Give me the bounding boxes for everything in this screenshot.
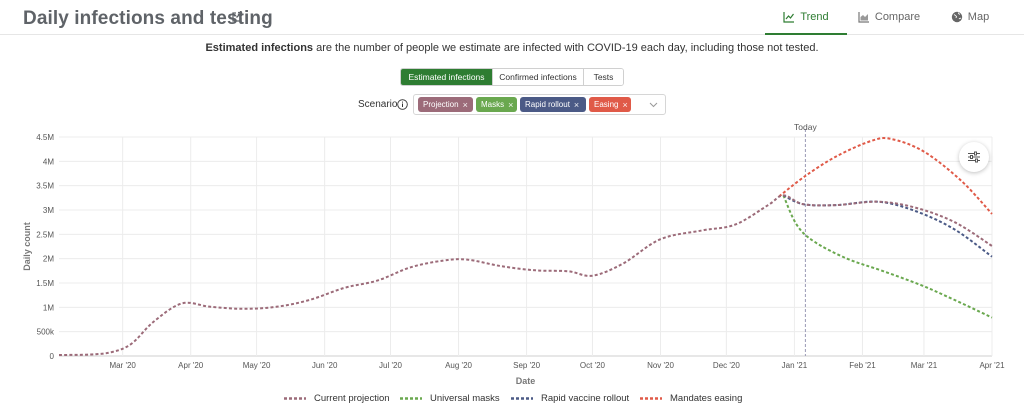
metric-toggle: Estimated infections Confirmed infection… — [400, 68, 624, 86]
legend-item-rapid-vaccine-rollout[interactable]: Rapid vaccine rollout — [511, 391, 629, 405]
y-tick-label: 3M — [43, 206, 54, 215]
tab-map-label: Map — [967, 11, 990, 23]
x-tick-label: Apr '20 — [178, 361, 204, 370]
series-line-universal-masks — [782, 194, 993, 319]
chart-settings-button[interactable] — [959, 142, 989, 172]
legend-item-mandates-easing[interactable]: Mandates easing — [640, 391, 742, 405]
x-tick-label: Dec '20 — [713, 361, 740, 370]
chip-label: Easing — [594, 100, 619, 109]
x-tick-label: Sep '20 — [513, 361, 540, 370]
metric-estimated-infections-button[interactable]: Estimated infections — [401, 69, 493, 85]
scenario-chip-easing[interactable]: Easing × — [589, 97, 631, 112]
chart-legend: Current projection Universal masks Rapid… — [0, 391, 1024, 405]
scenario-multiselect[interactable]: Projection × Masks × Rapid rollout × Easing… — [413, 94, 666, 115]
y-tick-label: 0 — [50, 352, 55, 361]
globe-icon — [951, 11, 962, 23]
x-tick-label: Oct '20 — [580, 361, 606, 370]
legend-swatch — [640, 396, 662, 400]
y-tick-label: 1M — [43, 303, 54, 312]
x-tick-label: Feb '21 — [849, 361, 876, 370]
description-bold: Estimated infections — [205, 42, 314, 54]
legend-swatch — [400, 396, 422, 400]
x-tick-label: Apr '21 — [979, 361, 1005, 370]
info-icon[interactable] — [397, 99, 408, 110]
remove-icon[interactable]: × — [462, 99, 468, 110]
metric-confirmed-infections-button[interactable]: Confirmed infections — [493, 69, 584, 85]
line-chart-icon — [783, 12, 795, 23]
series-line-current-projection — [58, 194, 993, 356]
scenario-chip-projection[interactable]: Projection × — [418, 97, 473, 112]
x-axis-title: Date — [516, 376, 536, 386]
x-tick-label: Mar '20 — [109, 361, 136, 370]
legend-label: Mandates easing — [670, 392, 743, 404]
header: Daily infections and testing Trend Compa… — [0, 0, 1024, 35]
chip-label: Projection — [423, 100, 459, 109]
y-tick-label: 4M — [43, 157, 54, 166]
y-tick-label: 1.5M — [36, 279, 54, 288]
scenario-label: Scenario — [358, 99, 398, 110]
y-tick-label: 4.5M — [36, 133, 54, 142]
remove-icon[interactable]: × — [573, 99, 580, 110]
y-tick-label: 2.5M — [36, 230, 54, 239]
area-chart-icon — [858, 12, 869, 23]
external-link-icon[interactable] — [231, 11, 243, 23]
chip-label: Rapid rollout — [525, 100, 570, 109]
x-tick-label: Jan '21 — [782, 361, 808, 370]
x-tick-label: Aug '20 — [445, 361, 472, 370]
chevron-down-icon[interactable] — [649, 100, 658, 109]
tab-compare-label: Compare — [874, 11, 921, 23]
legend-label: Current projection — [314, 392, 390, 404]
legend-swatch — [284, 396, 306, 400]
tab-map[interactable]: Map — [935, 0, 1005, 34]
chart-description: Estimated infections are the number of p… — [0, 42, 1024, 54]
y-tick-label: 2M — [43, 255, 54, 264]
y-tick-label: 500k — [37, 328, 55, 337]
y-axis-title: Daily count — [22, 222, 32, 271]
page-title: Daily infections and testing — [23, 8, 273, 29]
active-tab-indicator — [765, 33, 847, 35]
metric-tests-button[interactable]: Tests — [584, 69, 623, 85]
chip-label: Masks — [481, 100, 505, 109]
legend-label: Universal masks — [430, 392, 500, 404]
legend-item-universal-masks[interactable]: Universal masks — [400, 391, 500, 405]
x-tick-label: Mar '21 — [911, 361, 938, 370]
remove-icon[interactable]: × — [622, 99, 628, 110]
x-tick-label: Nov '20 — [647, 361, 674, 370]
today-label: Today — [794, 122, 817, 132]
tab-trend-label: Trend — [800, 11, 829, 23]
legend-swatch — [511, 396, 533, 400]
description-text: are the number of people we estimate are… — [313, 42, 819, 54]
scenario-chip-masks[interactable]: Masks × — [476, 97, 517, 112]
x-tick-label: Jun '20 — [312, 361, 338, 370]
legend-label: Rapid vaccine rollout — [541, 392, 630, 404]
tab-trend[interactable]: Trend — [765, 0, 847, 35]
scenario-chip-rapid-rollout[interactable]: Rapid rollout × — [520, 97, 586, 112]
remove-icon[interactable]: × — [508, 99, 514, 110]
legend-item-current-projection[interactable]: Current projection — [284, 391, 390, 405]
infections-line-chart: 0 500k 1M 1.5M 2M 2.5M 3M 3.5M 4M 4.5M Mar '20 Apr … — [22, 122, 1005, 386]
tab-compare[interactable]: Compare — [850, 0, 928, 34]
sliders-icon — [968, 151, 980, 163]
y-tick-label: 3.5M — [36, 182, 54, 191]
x-tick-label: May '20 — [243, 361, 271, 370]
x-tick-label: Jul '20 — [379, 361, 402, 370]
